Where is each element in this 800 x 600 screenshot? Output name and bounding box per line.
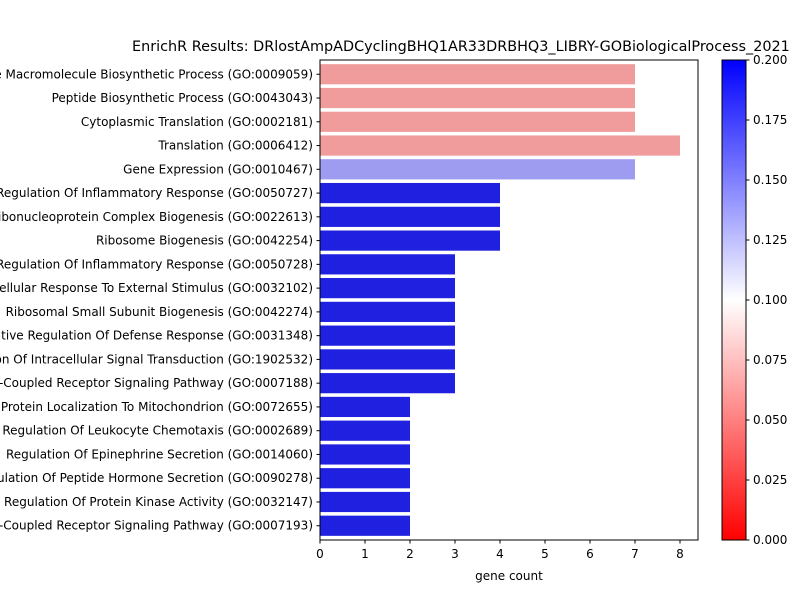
bar: [320, 111, 635, 132]
chart-title: EnrichR Results: DRlostAmpADCyclingBHQ1A…: [132, 39, 790, 55]
x-tick-label: 0: [316, 547, 324, 561]
y-tick-label: Regulation Of Protein Kinase Activity (G…: [4, 495, 313, 509]
x-tick-label: 6: [586, 547, 594, 561]
bar: [320, 159, 635, 180]
bar: [320, 301, 455, 322]
y-tick-label: Protein Localization To Mitochondrion (G…: [1, 400, 313, 414]
colorbar-tick-label: 0.100: [753, 293, 787, 307]
bar: [320, 278, 455, 299]
y-tick-label: Peptide Biosynthetic Process (GO:0043043…: [52, 91, 313, 105]
colorbar-tick-label: 0.200: [753, 53, 787, 67]
y-tick-label: Ribonucleoprotein Complex Biogenesis (GO…: [0, 210, 313, 224]
bar: [320, 87, 635, 109]
plot-frame: [319, 59, 699, 541]
bar: [320, 64, 635, 85]
x-tick-label: 8: [676, 547, 684, 561]
y-tick-label: Negative Regulation Of Inflammatory Resp…: [0, 257, 313, 271]
bar: [320, 349, 455, 370]
y-tick-label: Cytoplasmic Translation (GO:0002181): [81, 115, 313, 129]
y-tick-label: Ribosomal Small Subunit Biogenesis (GO:0…: [6, 305, 313, 319]
y-tick-label: G Protein-Coupled Receptor Signaling Pat…: [0, 376, 313, 390]
x-tick-label: 5: [541, 547, 549, 561]
bar: [320, 420, 410, 441]
colorbar-ticks: 0.000 0.025 0.050 0.075 0.100 0.125 0.150 0.175…: [746, 53, 787, 547]
colorbar-tick-label: 0.175: [753, 113, 787, 127]
y-tick-label: Regulation Of Leukocyte Chemotaxis (GO:0…: [2, 424, 313, 438]
colorbar: [721, 59, 747, 541]
bar: [320, 396, 410, 418]
bar: [320, 182, 500, 204]
bar: [320, 468, 410, 489]
y-tick-label: Cellular Response To External Stimulus (…: [0, 281, 313, 295]
bar: [320, 325, 455, 346]
bar: [320, 230, 500, 251]
colorbar-tick-label: 0.150: [753, 173, 787, 187]
x-tick-label: 3: [451, 547, 459, 561]
y-tick-label: Negative Regulation Of Defense Response …: [0, 329, 313, 343]
y-tick-label: G Protein-Coupled Receptor Signaling Pat…: [0, 519, 313, 533]
bar: [320, 206, 500, 227]
y-tick-label: Regulation Of Peptide Hormone Secretion …: [0, 471, 313, 485]
bar: [320, 491, 410, 513]
y-tick-label: Regulation Of Epinephrine Secretion (GO:…: [6, 447, 313, 461]
y-tick-label: Regulation Of Intracellular Signal Trans…: [0, 352, 313, 366]
colorbar-tick-label: 0.025: [753, 473, 787, 487]
y-tick-labels: Amide Macromolecule Biosynthetic Process…: [0, 67, 320, 533]
y-tick-label: Ribosome Biogenesis (GO:0042254): [96, 234, 313, 248]
x-tick-label: 4: [496, 547, 504, 561]
bar: [320, 373, 455, 394]
y-tick-label: Amide Macromolecule Biosynthetic Process…: [0, 67, 313, 81]
colorbar-tick-label: 0.050: [753, 413, 787, 427]
x-tick-label: 7: [631, 547, 639, 561]
x-axis-ticks: 0 1 2 3 4 5 6 7 8: [316, 540, 684, 561]
colorbar-tick-label: 0.075: [753, 353, 787, 367]
x-tick-label: 2: [406, 547, 414, 561]
bar: [320, 515, 410, 536]
bar: [320, 135, 680, 156]
y-tick-label: Gene Expression (GO:0010467): [123, 162, 313, 176]
y-tick-label: Positive Regulation Of Inflammatory Resp…: [0, 186, 313, 200]
x-tick-label: 1: [361, 547, 369, 561]
colorbar-tick-label: 0.125: [753, 233, 787, 247]
bars-layer: [320, 64, 680, 536]
bar: [320, 444, 410, 465]
bar: [320, 254, 455, 275]
y-tick-label: Translation (GO:0006412): [157, 139, 313, 153]
colorbar-tick-label: 0.000: [753, 533, 787, 547]
x-axis-label: gene count: [475, 569, 543, 583]
